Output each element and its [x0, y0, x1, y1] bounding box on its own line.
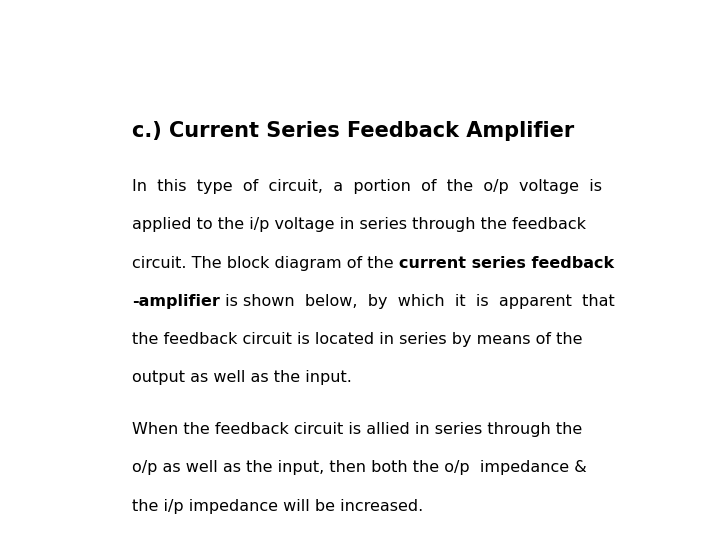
Text: is shown  below,  by  which  it  is  apparent  that: is shown below, by which it is apparent …	[220, 294, 614, 309]
Text: current series feedback: current series feedback	[399, 255, 613, 271]
Text: When the feedback circuit is allied in series through the: When the feedback circuit is allied in s…	[132, 422, 582, 437]
Text: the feedback circuit is located in series by means of the: the feedback circuit is located in serie…	[132, 332, 582, 347]
Text: In  this  type  of  circuit,  a  portion  of  the  o/p  voltage  is: In this type of circuit, a portion of th…	[132, 179, 602, 194]
Text: the i/p impedance will be increased.: the i/p impedance will be increased.	[132, 498, 423, 514]
Text: output as well as the input.: output as well as the input.	[132, 370, 352, 386]
Text: o/p as well as the input, then both the o/p  impedance &: o/p as well as the input, then both the …	[132, 460, 587, 475]
Text: circuit. The block diagram of the: circuit. The block diagram of the	[132, 255, 399, 271]
Text: -amplifier: -amplifier	[132, 294, 220, 309]
Text: applied to the i/p voltage in series through the feedback: applied to the i/p voltage in series thr…	[132, 218, 586, 232]
Text: c.) Current Series Feedback Amplifier: c.) Current Series Feedback Amplifier	[132, 121, 574, 141]
